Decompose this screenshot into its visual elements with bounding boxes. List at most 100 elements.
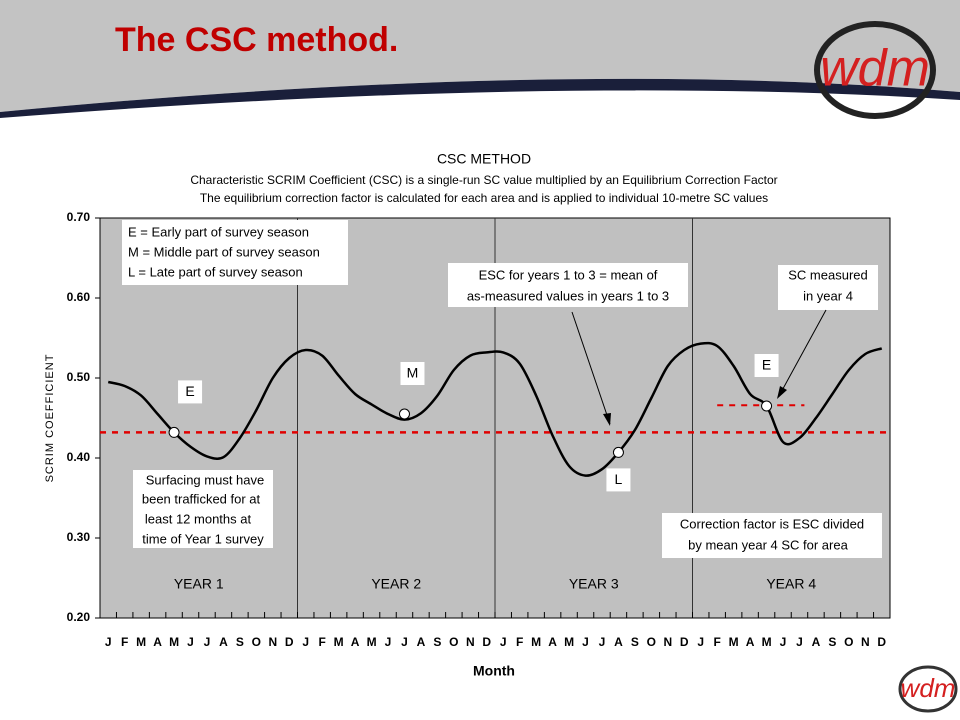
x-tick-label: A <box>153 635 162 649</box>
x-tick-label: O <box>449 635 458 649</box>
arrow <box>571 311 611 425</box>
x-tick-label: J <box>796 635 803 649</box>
point-label-box <box>400 362 425 385</box>
annotation: been trafficked for at <box>142 491 261 506</box>
legend-entry: M = Middle part of survey season <box>128 244 320 259</box>
banner <box>0 0 960 112</box>
annotation: Surfacing must have <box>146 472 265 487</box>
x-tick-label: M <box>136 635 146 649</box>
annotation-box <box>448 263 688 307</box>
y-tick-label: 0.30 <box>67 530 91 544</box>
x-tick-label: J <box>204 635 211 649</box>
x-tick-label: N <box>268 635 277 649</box>
annotation: in year 4 <box>803 288 853 303</box>
banner-swoosh <box>0 78 960 118</box>
point-label-box <box>178 380 203 404</box>
point-label: E <box>762 357 771 373</box>
plot: YEAR 1 YEAR 2 YEAR 3 YEAR 4 <box>95 217 890 619</box>
x-tick-label: S <box>236 635 244 649</box>
x-tick-label: M <box>564 635 574 649</box>
x-axis-label: Month <box>473 663 515 679</box>
x-tick-label: M <box>169 635 179 649</box>
line <box>107 341 883 477</box>
x-tick-label: F <box>319 635 326 649</box>
x-tick-label: A <box>614 635 623 649</box>
point-marker <box>398 408 410 420</box>
x-tick-label: D <box>482 635 491 649</box>
x-tick-label: M <box>531 635 541 649</box>
annotation-box <box>133 470 273 548</box>
x-tick-label: J <box>105 635 112 649</box>
point-label-box <box>606 468 631 492</box>
x-tick-label: J <box>302 635 309 649</box>
chart-title: CSC METHOD <box>437 151 531 167</box>
slide-title: The CSC method. <box>115 21 398 59</box>
x-tick-label: M <box>762 635 772 649</box>
legend-entry: E = Early part of survey season <box>128 224 309 239</box>
annotation: ESC for years 1 to 3 = mean of <box>479 267 658 282</box>
chart-subtitle: The equilibrium correction factor is cal… <box>200 191 768 205</box>
x-tick-label: M <box>334 635 344 649</box>
x-tick-label: O <box>252 635 261 649</box>
annotation: time of Year 1 survey <box>142 531 264 546</box>
arrow-head <box>777 386 787 399</box>
x-tick-label: A <box>351 635 360 649</box>
x-tick-label: D <box>680 635 689 649</box>
year-label: YEAR 4 <box>766 576 816 592</box>
point-label-box <box>754 354 779 377</box>
x-tick-label: A <box>548 635 557 649</box>
x-tick-label: F <box>714 635 721 649</box>
x-tick-label: O <box>844 635 853 649</box>
annotation-box <box>778 265 878 310</box>
point-label: E <box>185 383 194 399</box>
annotation-box <box>662 513 882 558</box>
y-tick-label: 0.70 <box>67 210 91 224</box>
arrow <box>778 309 827 397</box>
point-marker <box>761 400 773 412</box>
x-tick-label: D <box>877 635 886 649</box>
year-label: YEAR 1 <box>174 576 224 592</box>
x-tick-label: J <box>187 635 194 649</box>
logo: wdm <box>814 21 936 119</box>
x-tick-label: J <box>401 635 408 649</box>
x-tick-label: M <box>367 635 377 649</box>
x-tick-label: A <box>746 635 755 649</box>
logo-small: wdm <box>898 665 958 713</box>
logo-text: wdm <box>820 40 930 98</box>
x-tick-label: N <box>861 635 870 649</box>
x-tick-label: S <box>828 635 836 649</box>
x-tick-label: J <box>500 635 507 649</box>
y-tick-label: 0.50 <box>67 370 91 384</box>
x-tick-label: N <box>663 635 672 649</box>
arrow-head <box>603 413 611 426</box>
y-tick-label: 0.40 <box>67 450 91 464</box>
x-tick-label: S <box>433 635 441 649</box>
y-tick-label: 0.20 <box>67 610 91 624</box>
chart-subtitle: Characteristic SCRIM Coefficient (CSC) i… <box>190 173 777 187</box>
x-tick-label: J <box>385 635 392 649</box>
x-tick-label: A <box>812 635 821 649</box>
x-tick-label: D <box>285 635 294 649</box>
x-tick-label: J <box>599 635 606 649</box>
x-tick-label: A <box>417 635 426 649</box>
x-tick-label: J <box>582 635 589 649</box>
point-label: M <box>407 365 419 381</box>
year-label: YEAR 2 <box>371 576 421 592</box>
x-tick-label: N <box>466 635 475 649</box>
x-tick-label: J <box>780 635 787 649</box>
annotation: as-measured values in years 1 to 3 <box>467 288 669 303</box>
legend-entry: L = Late part of survey season <box>128 264 303 279</box>
point-label: L <box>615 471 623 487</box>
logo-text: wdm <box>901 673 956 703</box>
y-tick-label: 0.60 <box>67 290 91 304</box>
x-tick-label: S <box>631 635 639 649</box>
legend-box <box>122 220 348 285</box>
x-tick-label: O <box>647 635 656 649</box>
annotations: E = Early part of survey season M = Midd… <box>122 220 882 558</box>
logo-ring <box>898 665 958 713</box>
x-tick-label: A <box>219 635 228 649</box>
annotation: Correction factor is ESC divided <box>680 516 864 531</box>
annotation: least 12 months at <box>145 511 252 526</box>
x-tick-label: J <box>697 635 704 649</box>
